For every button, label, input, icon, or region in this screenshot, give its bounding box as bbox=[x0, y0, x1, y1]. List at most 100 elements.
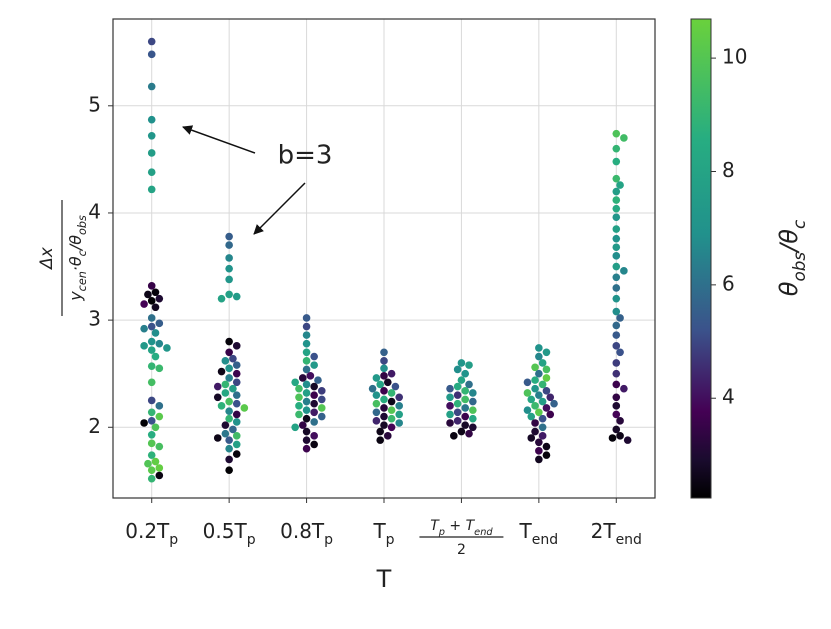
data-point bbox=[380, 421, 388, 429]
data-point bbox=[538, 380, 547, 389]
data-point bbox=[457, 376, 466, 384]
plot-area bbox=[113, 19, 655, 498]
data-point bbox=[616, 417, 624, 425]
subscript: end bbox=[474, 527, 493, 538]
data-point bbox=[147, 430, 156, 439]
data-point bbox=[147, 378, 156, 387]
data-point bbox=[612, 380, 621, 389]
data-point bbox=[608, 434, 617, 442]
data-point bbox=[310, 361, 318, 369]
text-part: T bbox=[519, 519, 533, 543]
data-point bbox=[465, 429, 473, 438]
data-point bbox=[612, 213, 621, 222]
data-point bbox=[538, 397, 547, 406]
y-axis-label: Δx ycen·θc/θobs bbox=[37, 200, 89, 316]
data-point bbox=[147, 451, 156, 459]
data-point bbox=[302, 314, 311, 322]
data-point bbox=[147, 37, 156, 46]
x-tick-label: Tend bbox=[519, 519, 559, 549]
data-point bbox=[372, 374, 381, 382]
data-point bbox=[612, 307, 621, 316]
data-point bbox=[302, 406, 311, 414]
data-point bbox=[535, 391, 543, 399]
data-point bbox=[616, 348, 624, 357]
data-point bbox=[225, 374, 233, 382]
data-point bbox=[612, 225, 621, 233]
text-part: + T bbox=[445, 518, 476, 534]
data-point bbox=[147, 314, 156, 322]
data-point bbox=[213, 382, 222, 391]
data-point bbox=[155, 442, 164, 451]
data-point bbox=[217, 402, 226, 410]
colorbar-tick-label: 10 bbox=[722, 45, 747, 69]
data-point bbox=[612, 359, 621, 367]
data-point bbox=[225, 455, 233, 464]
data-point bbox=[446, 419, 454, 427]
subscript: cen bbox=[76, 271, 89, 291]
data-point bbox=[453, 391, 462, 399]
data-point bbox=[612, 294, 621, 303]
data-point bbox=[298, 421, 307, 429]
data-point bbox=[395, 410, 404, 419]
data-point bbox=[302, 389, 311, 397]
data-point bbox=[387, 406, 396, 414]
data-point bbox=[310, 440, 318, 449]
data-point bbox=[469, 397, 477, 406]
data-point bbox=[457, 427, 466, 436]
data-point bbox=[302, 436, 311, 444]
text-part: /θ bbox=[66, 235, 85, 252]
colorbar-tick-label: 6 bbox=[722, 271, 735, 295]
data-point bbox=[446, 393, 454, 402]
x-tick-label: 0.8Tp bbox=[280, 519, 333, 549]
text-part: θ bbox=[775, 281, 803, 296]
subscript: c bbox=[76, 250, 89, 256]
data-point bbox=[302, 380, 311, 389]
data-point bbox=[461, 421, 470, 429]
data-point bbox=[395, 393, 404, 402]
data-point bbox=[453, 365, 462, 374]
data-point bbox=[620, 267, 628, 275]
data-point bbox=[612, 252, 621, 260]
data-point bbox=[531, 427, 539, 436]
data-point bbox=[225, 290, 233, 299]
data-point bbox=[387, 369, 396, 378]
data-point bbox=[310, 382, 318, 391]
data-point bbox=[391, 382, 400, 391]
data-point bbox=[229, 354, 237, 363]
data-point bbox=[538, 432, 547, 440]
subscript: p bbox=[324, 532, 333, 548]
data-point bbox=[450, 432, 458, 440]
data-point bbox=[612, 157, 621, 166]
data-point bbox=[221, 429, 230, 438]
data-point bbox=[380, 372, 388, 380]
data-point bbox=[151, 423, 160, 432]
data-point bbox=[538, 423, 547, 432]
data-point bbox=[302, 339, 311, 348]
data-point bbox=[612, 273, 621, 282]
data-point bbox=[546, 410, 555, 419]
data-point bbox=[225, 414, 233, 423]
data-point bbox=[542, 387, 551, 395]
data-point bbox=[225, 364, 233, 373]
data-point bbox=[612, 284, 621, 292]
x-tick-label: 0.2Tp bbox=[125, 519, 178, 549]
x-tick-label: Tp + Tend 2 bbox=[419, 518, 504, 558]
data-point bbox=[302, 357, 311, 365]
data-point bbox=[144, 290, 152, 299]
data-point bbox=[151, 303, 160, 312]
data-point bbox=[217, 367, 226, 376]
data-point bbox=[376, 436, 385, 444]
data-point bbox=[612, 262, 621, 271]
data-point bbox=[469, 423, 477, 432]
data-point bbox=[531, 384, 539, 393]
data-point bbox=[314, 376, 322, 384]
data-point bbox=[453, 382, 462, 391]
data-point bbox=[147, 82, 156, 91]
data-point bbox=[232, 399, 241, 408]
data-point bbox=[620, 134, 628, 142]
data-point bbox=[155, 402, 164, 410]
data-point bbox=[295, 384, 303, 393]
data-point bbox=[298, 374, 307, 382]
data-point bbox=[310, 418, 318, 426]
data-point bbox=[372, 408, 381, 417]
